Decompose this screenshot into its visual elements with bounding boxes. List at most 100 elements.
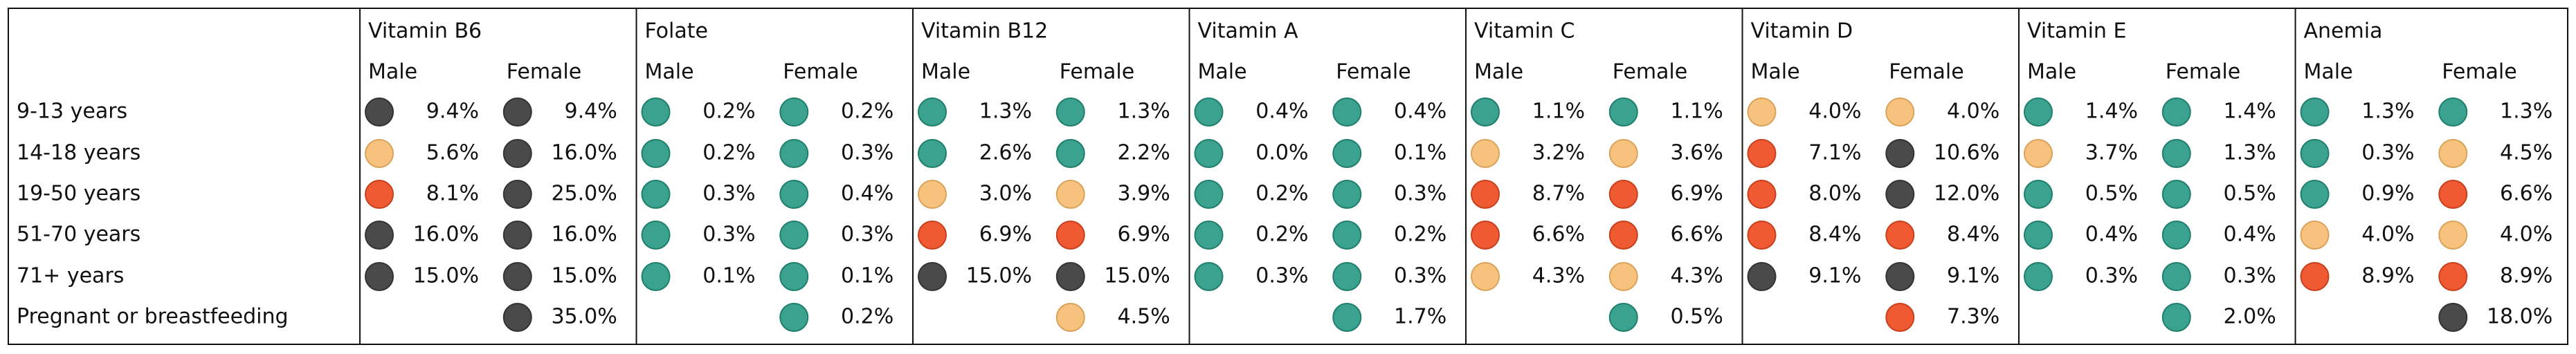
cell-value: 8.4% [1947,223,1999,247]
sex-subheader: Male [2027,60,2076,84]
status-dot [1055,303,1085,332]
cell-value: 6.9% [1118,223,1170,247]
cell-value: 0.3% [702,223,755,247]
cell-value: 9.1% [1808,264,1861,288]
cell-value: 0.4% [1394,100,1446,124]
status-dot [1055,180,1085,209]
status-dot [1332,139,1362,168]
status-dot [1885,303,1915,332]
cell-value: 3.7% [2085,141,2138,165]
cell-value: 1.3% [2361,100,2414,124]
cell-value: 3.0% [979,182,1032,206]
status-dot [779,262,809,291]
status-dot [1471,221,1500,250]
cell-value: 0.3% [702,182,755,206]
cell-value: 8.0% [1808,182,1861,206]
status-dot [2300,139,2330,168]
nutrient-header: Vitamin B12 [921,19,1048,44]
status-dot [2161,97,2191,127]
cell-value: 0.3% [2085,264,2138,288]
status-dot [502,262,532,291]
cell-value: 15.0% [551,264,617,288]
cell-value: 8.1% [426,182,479,206]
cell-value: 0.1% [1394,141,1446,165]
status-dot [641,139,671,168]
status-dot [1747,262,1777,291]
cell-value: 0.2% [841,305,894,329]
cell-value: 9.4% [426,100,479,124]
cell-value: 1.1% [1671,100,1723,124]
status-dot [1608,97,1638,127]
sex-subheader: Female [1889,60,1963,84]
sex-subheader: Male [1474,60,1523,84]
cell-value: 2.2% [1118,141,1170,165]
cell-value: 0.4% [1255,100,1308,124]
status-dot [2161,262,2191,291]
cell-value: 0.2% [841,100,894,124]
status-dot [1332,97,1362,127]
status-dot [918,221,947,250]
status-dot [2024,180,2053,209]
sex-subheader: Male [645,60,694,84]
status-dot [1471,180,1500,209]
status-dot [1194,139,1224,168]
sex-subheader: Male [1198,60,1247,84]
status-dot [2438,221,2468,250]
status-dot [1885,221,1915,250]
cell-value: 0.2% [1255,223,1308,247]
status-dot [779,303,809,332]
cell-value: 0.3% [1394,264,1446,288]
cell-value: 16.0% [551,141,617,165]
cell-value: 1.4% [2224,100,2276,124]
status-dot [1332,262,1362,291]
cell-value: 6.6% [2500,182,2552,206]
cell-value: 4.3% [1532,264,1585,288]
cell-value: 4.5% [1118,305,1170,329]
cell-value: 8.4% [1808,223,1861,247]
cell-value: 16.0% [413,223,479,247]
cell-value: 3.2% [1532,141,1585,165]
cell-value: 2.0% [2224,305,2276,329]
cell-value: 8.7% [1532,182,1585,206]
status-dot [2438,139,2468,168]
cell-value: 0.4% [2085,223,2138,247]
cell-value: 4.0% [2361,223,2414,247]
cell-value: 0.4% [841,182,894,206]
status-dot [1194,180,1224,209]
cell-value: 12.0% [1934,182,1999,206]
cell-value: 0.3% [2361,141,2414,165]
row-label: 71+ years [17,264,124,288]
nutrient-header: Vitamin B6 [368,19,482,44]
cell-value: 0.4% [2224,223,2276,247]
status-dot [365,262,394,291]
status-dot [2300,97,2330,127]
status-dot [1194,221,1224,250]
sex-subheader: Male [1751,60,1800,84]
status-dot [779,97,809,127]
status-dot [2300,262,2330,291]
status-dot [502,303,532,332]
status-dot [918,180,947,209]
nutrient-header: Vitamin E [2027,19,2126,44]
status-dot [1332,221,1362,250]
cell-value: 0.3% [1394,182,1446,206]
status-dot [1608,262,1638,291]
cell-value: 0.5% [2085,182,2138,206]
sex-subheader: Female [783,60,858,84]
status-dot [365,221,394,250]
cell-value: 18.0% [2487,305,2552,329]
status-dot [2300,180,2330,209]
cell-value: 0.2% [1394,223,1446,247]
cell-value: 4.0% [1808,100,1861,124]
nutrient-header: Vitamin D [1751,19,1853,44]
status-dot [1608,180,1638,209]
status-dot [1332,180,1362,209]
nutrient-header: Vitamin C [1474,19,1575,44]
status-dot [2438,262,2468,291]
status-dot [2161,139,2191,168]
nutrient-header: Vitamin A [1198,19,1298,44]
cell-value: 0.5% [2224,182,2276,206]
sex-subheader: Male [2304,60,2353,84]
status-dot [1055,262,1085,291]
status-dot [365,139,394,168]
